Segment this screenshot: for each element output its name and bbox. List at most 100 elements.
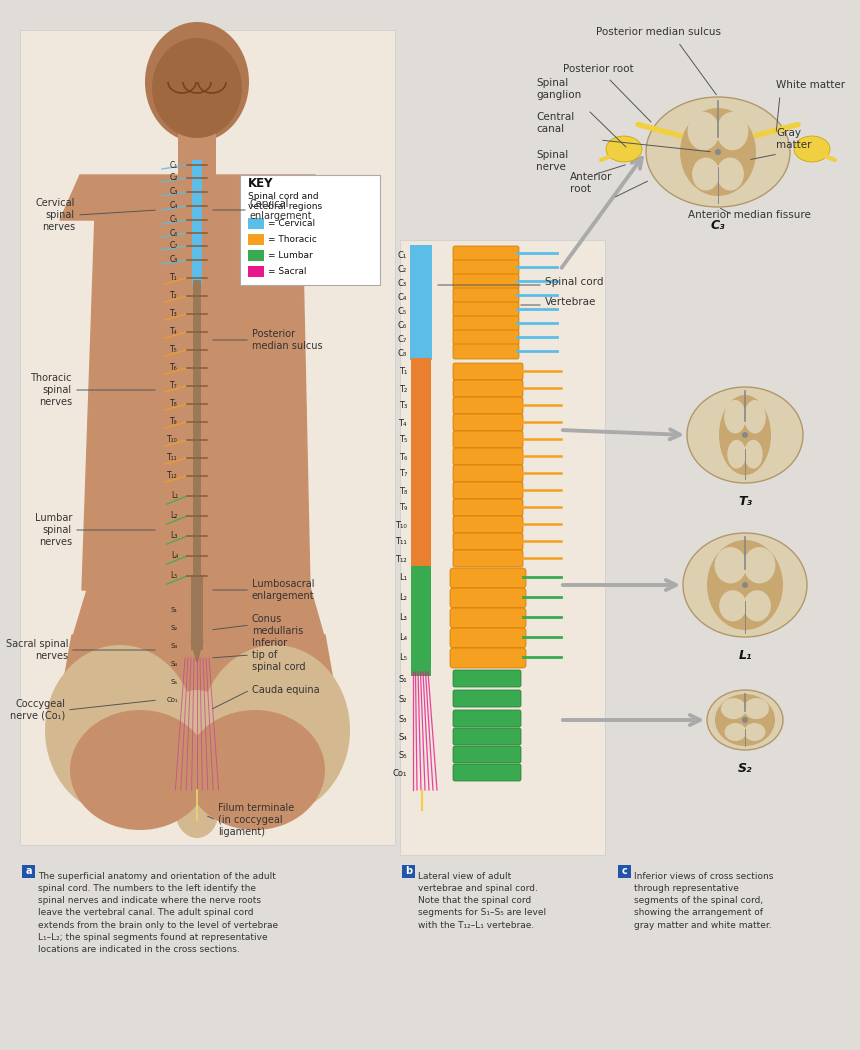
Bar [248,266,264,277]
FancyBboxPatch shape [453,465,523,482]
Ellipse shape [688,112,720,150]
FancyBboxPatch shape [453,690,521,707]
Text: KEY: KEY [248,177,273,190]
FancyBboxPatch shape [453,448,523,465]
FancyBboxPatch shape [450,588,526,608]
Bar [411,566,431,676]
Bar [248,250,264,261]
Text: S₂: S₂ [398,694,407,704]
Ellipse shape [683,533,807,637]
Polygon shape [57,635,340,720]
Bar [178,130,216,175]
Text: S₁: S₁ [171,607,178,613]
Text: Vertebrae: Vertebrae [545,297,596,307]
FancyBboxPatch shape [453,728,521,746]
Text: T₁₀: T₁₀ [396,521,407,529]
Text: S₄: S₄ [171,662,178,667]
FancyBboxPatch shape [453,482,523,499]
Bar [411,358,431,568]
Bar [192,160,202,285]
Text: T₃: T₃ [170,310,178,318]
Ellipse shape [725,723,746,741]
Ellipse shape [715,547,746,584]
FancyBboxPatch shape [453,380,523,397]
Text: T₇: T₇ [399,469,407,479]
Text: T₁₁: T₁₁ [396,538,407,546]
Polygon shape [82,215,310,590]
Text: L₄: L₄ [399,633,407,643]
Text: Lateral view of adult
vertebrae and spinal cord.
Note that the spinal cord
segme: Lateral view of adult vertebrae and spin… [418,872,546,929]
Text: Sacral spinal
nerves: Sacral spinal nerves [5,639,68,660]
Text: S₅: S₅ [398,751,407,759]
Text: Spinal
nerve: Spinal nerve [536,150,568,172]
FancyBboxPatch shape [453,302,519,317]
Text: Posterior
median sulcus: Posterior median sulcus [252,330,322,351]
Text: S₅: S₅ [171,679,178,685]
FancyBboxPatch shape [453,550,523,567]
FancyBboxPatch shape [453,516,523,533]
Text: C₄: C₄ [169,202,178,210]
Text: Coccygeal
nerve (Co₁): Coccygeal nerve (Co₁) [9,699,65,720]
Ellipse shape [200,645,350,815]
Text: = Lumbar: = Lumbar [268,251,313,260]
Ellipse shape [728,440,746,468]
Text: Anterior median fissure: Anterior median fissure [688,210,811,220]
FancyBboxPatch shape [453,246,519,261]
Text: T₉: T₉ [170,418,178,426]
Text: S₃: S₃ [171,643,178,649]
Text: Filum terminale
(in coccygeal
ligament): Filum terminale (in coccygeal ligament) [218,803,294,837]
Text: Inferior views of cross sections
through representative
segments of the spinal c: Inferior views of cross sections through… [634,872,773,929]
FancyBboxPatch shape [453,710,521,727]
Bar [22,865,35,878]
Text: C₃: C₃ [169,188,178,196]
Text: C₆: C₆ [169,229,178,237]
Text: C₅: C₅ [397,307,407,315]
FancyBboxPatch shape [453,274,519,289]
Text: T₇: T₇ [170,381,178,391]
Text: b: b [405,866,412,877]
Text: C₃: C₃ [710,219,725,232]
Text: C₈: C₈ [397,349,407,357]
Text: The superficial anatomy and orientation of the adult
spinal cord. The numbers to: The superficial anatomy and orientation … [38,872,278,953]
Text: = Cervical: = Cervical [268,219,315,228]
Polygon shape [72,580,325,640]
Ellipse shape [692,158,720,190]
Text: C₈: C₈ [169,255,178,265]
Text: C₆: C₆ [397,320,407,330]
Text: T₁₂: T₁₂ [167,471,178,481]
Ellipse shape [721,698,746,719]
Ellipse shape [185,710,325,830]
FancyBboxPatch shape [450,608,526,628]
Ellipse shape [719,590,746,622]
Bar [410,245,432,360]
Text: T₂: T₂ [170,292,178,300]
Bar [240,175,380,285]
Text: C₁: C₁ [169,161,178,169]
Text: S₂: S₂ [171,625,178,631]
FancyBboxPatch shape [453,344,519,359]
Text: Cervical
spinal
nerves: Cervical spinal nerves [35,198,75,232]
Ellipse shape [724,400,746,434]
Ellipse shape [742,582,748,588]
FancyBboxPatch shape [453,746,521,763]
Text: Conus
medullaris: Conus medullaris [252,614,304,636]
Text: T₃: T₃ [399,401,407,411]
Ellipse shape [707,540,783,630]
FancyBboxPatch shape [453,533,523,550]
Bar [20,30,395,845]
Bar [248,234,264,245]
Ellipse shape [152,38,242,138]
Text: S₂: S₂ [738,762,752,775]
Bar [402,865,415,878]
Ellipse shape [715,149,721,155]
Ellipse shape [687,387,803,483]
Bar [618,865,631,878]
Text: L₄: L₄ [171,551,178,561]
Ellipse shape [175,782,219,838]
Text: Co₁: Co₁ [166,697,178,704]
Text: T₆: T₆ [399,453,407,462]
Ellipse shape [145,22,249,142]
Text: Co₁: Co₁ [393,769,407,777]
Text: S₄: S₄ [398,733,407,741]
Ellipse shape [719,395,771,475]
